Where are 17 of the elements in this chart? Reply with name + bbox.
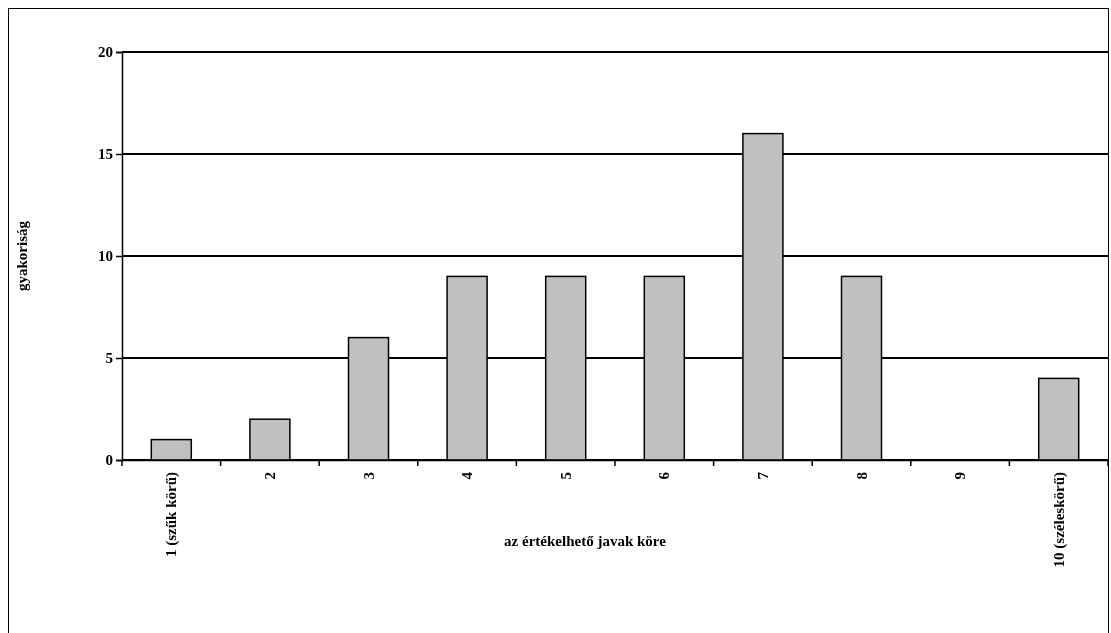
- x-tick-label: 1 (szűk körű): [163, 472, 181, 558]
- y-tick-label: 15: [98, 146, 113, 163]
- y-tick-label: 0: [105, 452, 113, 469]
- x-tick-label: 2: [261, 472, 278, 480]
- y-axis-title: gyakoriság: [14, 220, 30, 292]
- y-tick-label: 20: [98, 44, 113, 61]
- x-tick-label: 5: [557, 472, 574, 480]
- x-tick-label: 7: [754, 471, 771, 480]
- x-tick-label: 10 (széleskörű): [1050, 472, 1068, 568]
- y-tick-label: 5: [105, 350, 113, 367]
- x-tick-label: 3: [360, 472, 377, 480]
- x-tick-label: 4: [459, 471, 476, 480]
- x-tick-label: 6: [656, 471, 673, 480]
- x-axis-title: az értékelhető javak köre: [504, 533, 667, 549]
- x-tick-label: 9: [952, 472, 969, 480]
- x-tick-label: 8: [853, 472, 870, 480]
- y-tick-label: 10: [98, 248, 113, 265]
